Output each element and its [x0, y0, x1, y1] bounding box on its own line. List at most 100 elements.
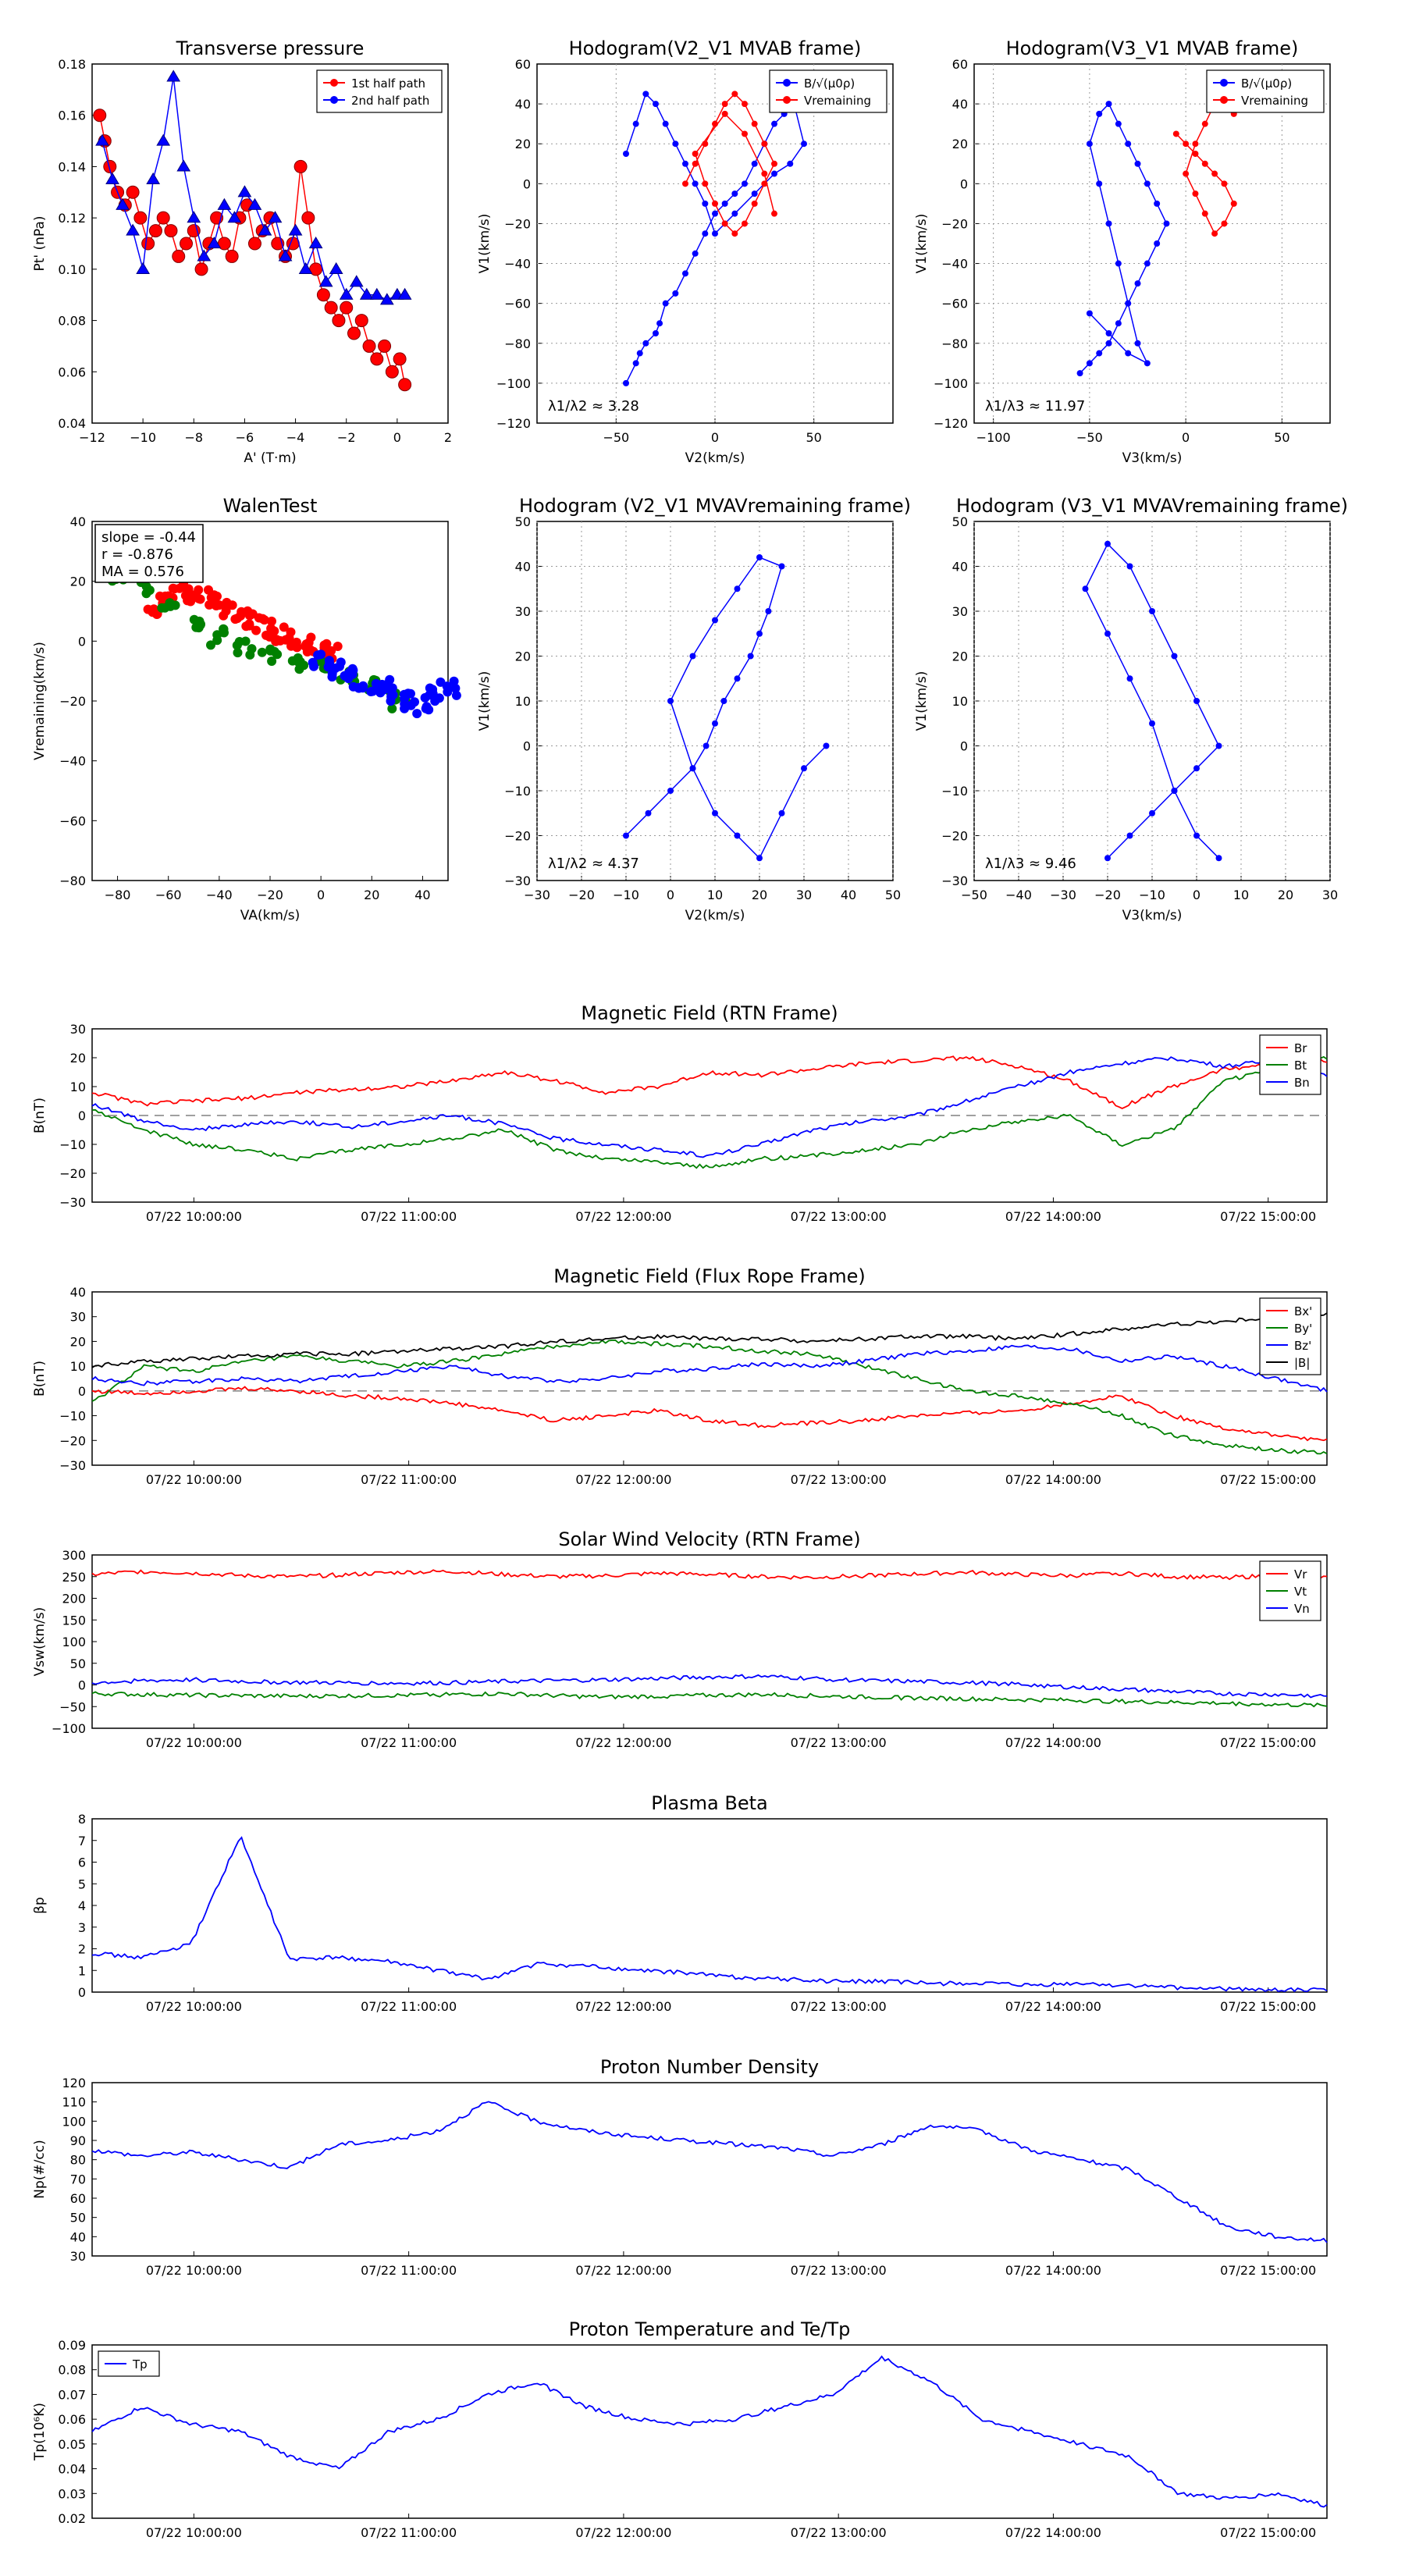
hodogram-v2v1-mvab-ytick-label: −40: [504, 257, 531, 272]
hodogram-v3v1-mvab-series-0-point: [1096, 110, 1103, 117]
hodogram-v3v1-mvab-ytick-label: 0: [960, 176, 968, 191]
hodogram-v2v1-mvav-series-0-point: [734, 585, 741, 592]
magnetic-field-flux-rope-series-B-line: [91, 1312, 1328, 1368]
hodogram-v3v1-mvab-series-1-point: [1230, 200, 1237, 207]
proton-number-density-ytick-label: 80: [70, 2153, 86, 2168]
hodogram-v3v1-mvab-ytick-label: −100: [934, 376, 968, 391]
walen-test-series-0-point: [301, 641, 310, 651]
plasma-beta-title: Plasma Beta: [651, 1792, 767, 1814]
hodogram-v3v1-mvab-ytick-label: 20: [952, 137, 968, 151]
walen-test-annotation-line: MA = 0.576: [101, 564, 184, 580]
magnetic-field-rtn-series-Br-line: [91, 1055, 1328, 1109]
transverse-pressure-series-1-point: [349, 275, 364, 287]
hodogram-v3v1-mvav-series-0-line: [1084, 543, 1220, 859]
hodogram-v3v1-mvab-series-0-point: [1144, 180, 1151, 187]
magnetic-field-flux-rope-legend-label: |B|: [1294, 1356, 1310, 1370]
hodogram-v2v1-mvav-series-0-point: [756, 554, 763, 560]
walen-test-series-2-point: [449, 676, 459, 686]
hodogram-v3v1-mvav-ytick-label: −10: [941, 784, 968, 799]
hodogram-v3v1-mvav-series-0-point: [1126, 563, 1133, 570]
plasma-beta-ytick-label: 1: [78, 1963, 86, 1978]
hodogram-v3v1-mvav-xtick-label: 0: [1193, 888, 1200, 902]
proton-temperature-ytick-label: 0.04: [58, 2462, 86, 2477]
walen-test-annotation-box: [94, 524, 204, 583]
hodogram-v3v1-mvab-legend: [1206, 69, 1325, 113]
hodogram-v3v1-mvab-legend-marker: [1220, 96, 1228, 104]
walen-test-series-2-point: [385, 674, 395, 685]
hodogram-v2v1-mvab-series-0-point: [653, 101, 659, 108]
walen-test-series-0-point: [286, 627, 296, 637]
hodogram-v2v1-mvab-ytick-label: −120: [496, 416, 531, 431]
hodogram-v2v1-mvab-series-0-point: [642, 340, 649, 347]
hodogram-v2v1-mvab-ytick-label: −60: [504, 297, 531, 311]
transverse-pressure-series-0-point: [370, 352, 384, 366]
hodogram-v2v1-mvab-xtick-label: 0: [711, 430, 719, 445]
walen-test-series-0-point: [227, 600, 237, 610]
transverse-pressure-series-1-point: [379, 293, 394, 305]
walen-test-series-2-point: [412, 709, 422, 719]
walen-test-series-1-point: [165, 598, 175, 608]
transverse-pressure-series-0-point: [194, 262, 208, 276]
walen-test-series-1-point: [233, 648, 243, 658]
hodogram-v3v1-mvav-ytick-label: 10: [952, 694, 968, 709]
hodogram-v3v1-mvav-series-0-point: [1215, 742, 1222, 749]
hodogram-v3v1-mvab-series-0-point: [1086, 310, 1093, 317]
hodogram-v2v1-mvav-xtick-label: 10: [707, 888, 723, 902]
proton-temperature-ytick-label: 0.02: [58, 2511, 86, 2526]
plasma-beta-xtick-label: 07/22 15:00:00: [1220, 1999, 1316, 2014]
proton-temperature-title: Proton Temperature and Te/Tp: [569, 2318, 851, 2340]
transverse-pressure-series-0-point: [247, 237, 261, 251]
magnetic-field-flux-rope-ytick-label: 40: [70, 1285, 86, 1300]
hodogram-v3v1-mvav-ylabel: V1(km/s): [914, 671, 930, 731]
hodogram-v2v1-mvab-series-1-point: [712, 120, 718, 127]
transverse-pressure-legend-marker: [330, 79, 338, 87]
magnetic-field-flux-rope-ytick-label: 0: [78, 1384, 86, 1399]
transverse-pressure-series-0-point: [385, 365, 399, 379]
magnetic-field-rtn-legend-label: Bt: [1294, 1059, 1307, 1073]
hodogram-v2v1-mvab-series-1-point: [771, 160, 777, 167]
hodogram-v2v1-mvab-series-0-point: [801, 141, 807, 148]
transverse-pressure-series-0-point: [225, 249, 239, 263]
walen-test-ytick-label: −40: [59, 754, 86, 769]
transverse-pressure-series-0-point: [340, 301, 354, 315]
magnetic-field-rtn-ytick-label: −10: [59, 1137, 86, 1152]
hodogram-v2v1-mvab-series-0-point: [682, 270, 688, 277]
magnetic-field-flux-rope-legend-label: By': [1294, 1322, 1312, 1336]
transverse-pressure-series-0-point: [324, 301, 338, 315]
plasma-beta-ytick-label: 3: [78, 1920, 86, 1935]
transverse-pressure-series-0-point: [93, 109, 107, 123]
transverse-pressure-series-1-point: [397, 287, 412, 300]
hodogram-v2v1-mvab-legend-marker: [783, 96, 791, 104]
hodogram-v2v1-mvav-xlabel: V2(km/s): [685, 908, 745, 923]
walen-test-series-1-point: [206, 640, 215, 650]
hodogram-v2v1-mvab-ytick-label: 20: [515, 137, 531, 151]
walen-test-series-0-point: [322, 639, 332, 649]
hodogram-v3v1-mvab-series-0-point: [1105, 101, 1112, 108]
transverse-pressure-series-0-point: [148, 224, 162, 238]
walen-test-ylabel: Vremaining(km/s): [32, 642, 48, 760]
proton-temperature-ytick-label: 0.05: [58, 2437, 86, 2452]
hodogram-v2v1-mvav-series-0-point: [756, 855, 763, 862]
proton-temperature-ytick-label: 0.07: [58, 2387, 86, 2402]
hodogram-v3v1-mvab-xlabel: V3(km/s): [1122, 450, 1183, 466]
hodogram-v2v1-mvav-annotation: λ1/λ2 ≈ 4.37: [548, 856, 639, 872]
transverse-pressure-legend-marker: [330, 96, 338, 104]
hodogram-v3v1-mvab-series-0-point: [1163, 220, 1170, 227]
proton-number-density-ylabel: Np(#/cc): [32, 2140, 48, 2198]
proton-temperature-ytick-label: 0.03: [58, 2486, 86, 2501]
hodogram-v2v1-mvab-series-0-point: [653, 330, 659, 336]
hodogram-v2v1-mvab-series-0-point: [672, 141, 679, 148]
solar-wind-velocity-ytick-label: 250: [62, 1570, 86, 1585]
hodogram-v3v1-mvab-series-0-point: [1076, 370, 1083, 377]
hodogram-v2v1-mvav-series-0-point: [645, 809, 652, 817]
walen-test-series-2-point: [330, 664, 340, 673]
walen-test-series-0-point: [236, 611, 246, 621]
hodogram-v2v1-mvab-ylabel: V1(km/s): [477, 214, 493, 274]
transverse-pressure-ytick-label: 0.16: [58, 109, 86, 123]
hodogram-v3v1-mvav-xtick-label: −40: [1005, 888, 1032, 902]
hodogram-v2v1-mvab-series-1-point: [702, 180, 709, 187]
hodogram-v2v1-mvav-xtick-label: −10: [613, 888, 639, 902]
hodogram-v3v1-mvav-xtick-label: 20: [1278, 888, 1293, 902]
proton-temperature-ylabel: Tp(10⁶K): [32, 2403, 48, 2461]
walen-test-series-0-point: [168, 583, 178, 593]
